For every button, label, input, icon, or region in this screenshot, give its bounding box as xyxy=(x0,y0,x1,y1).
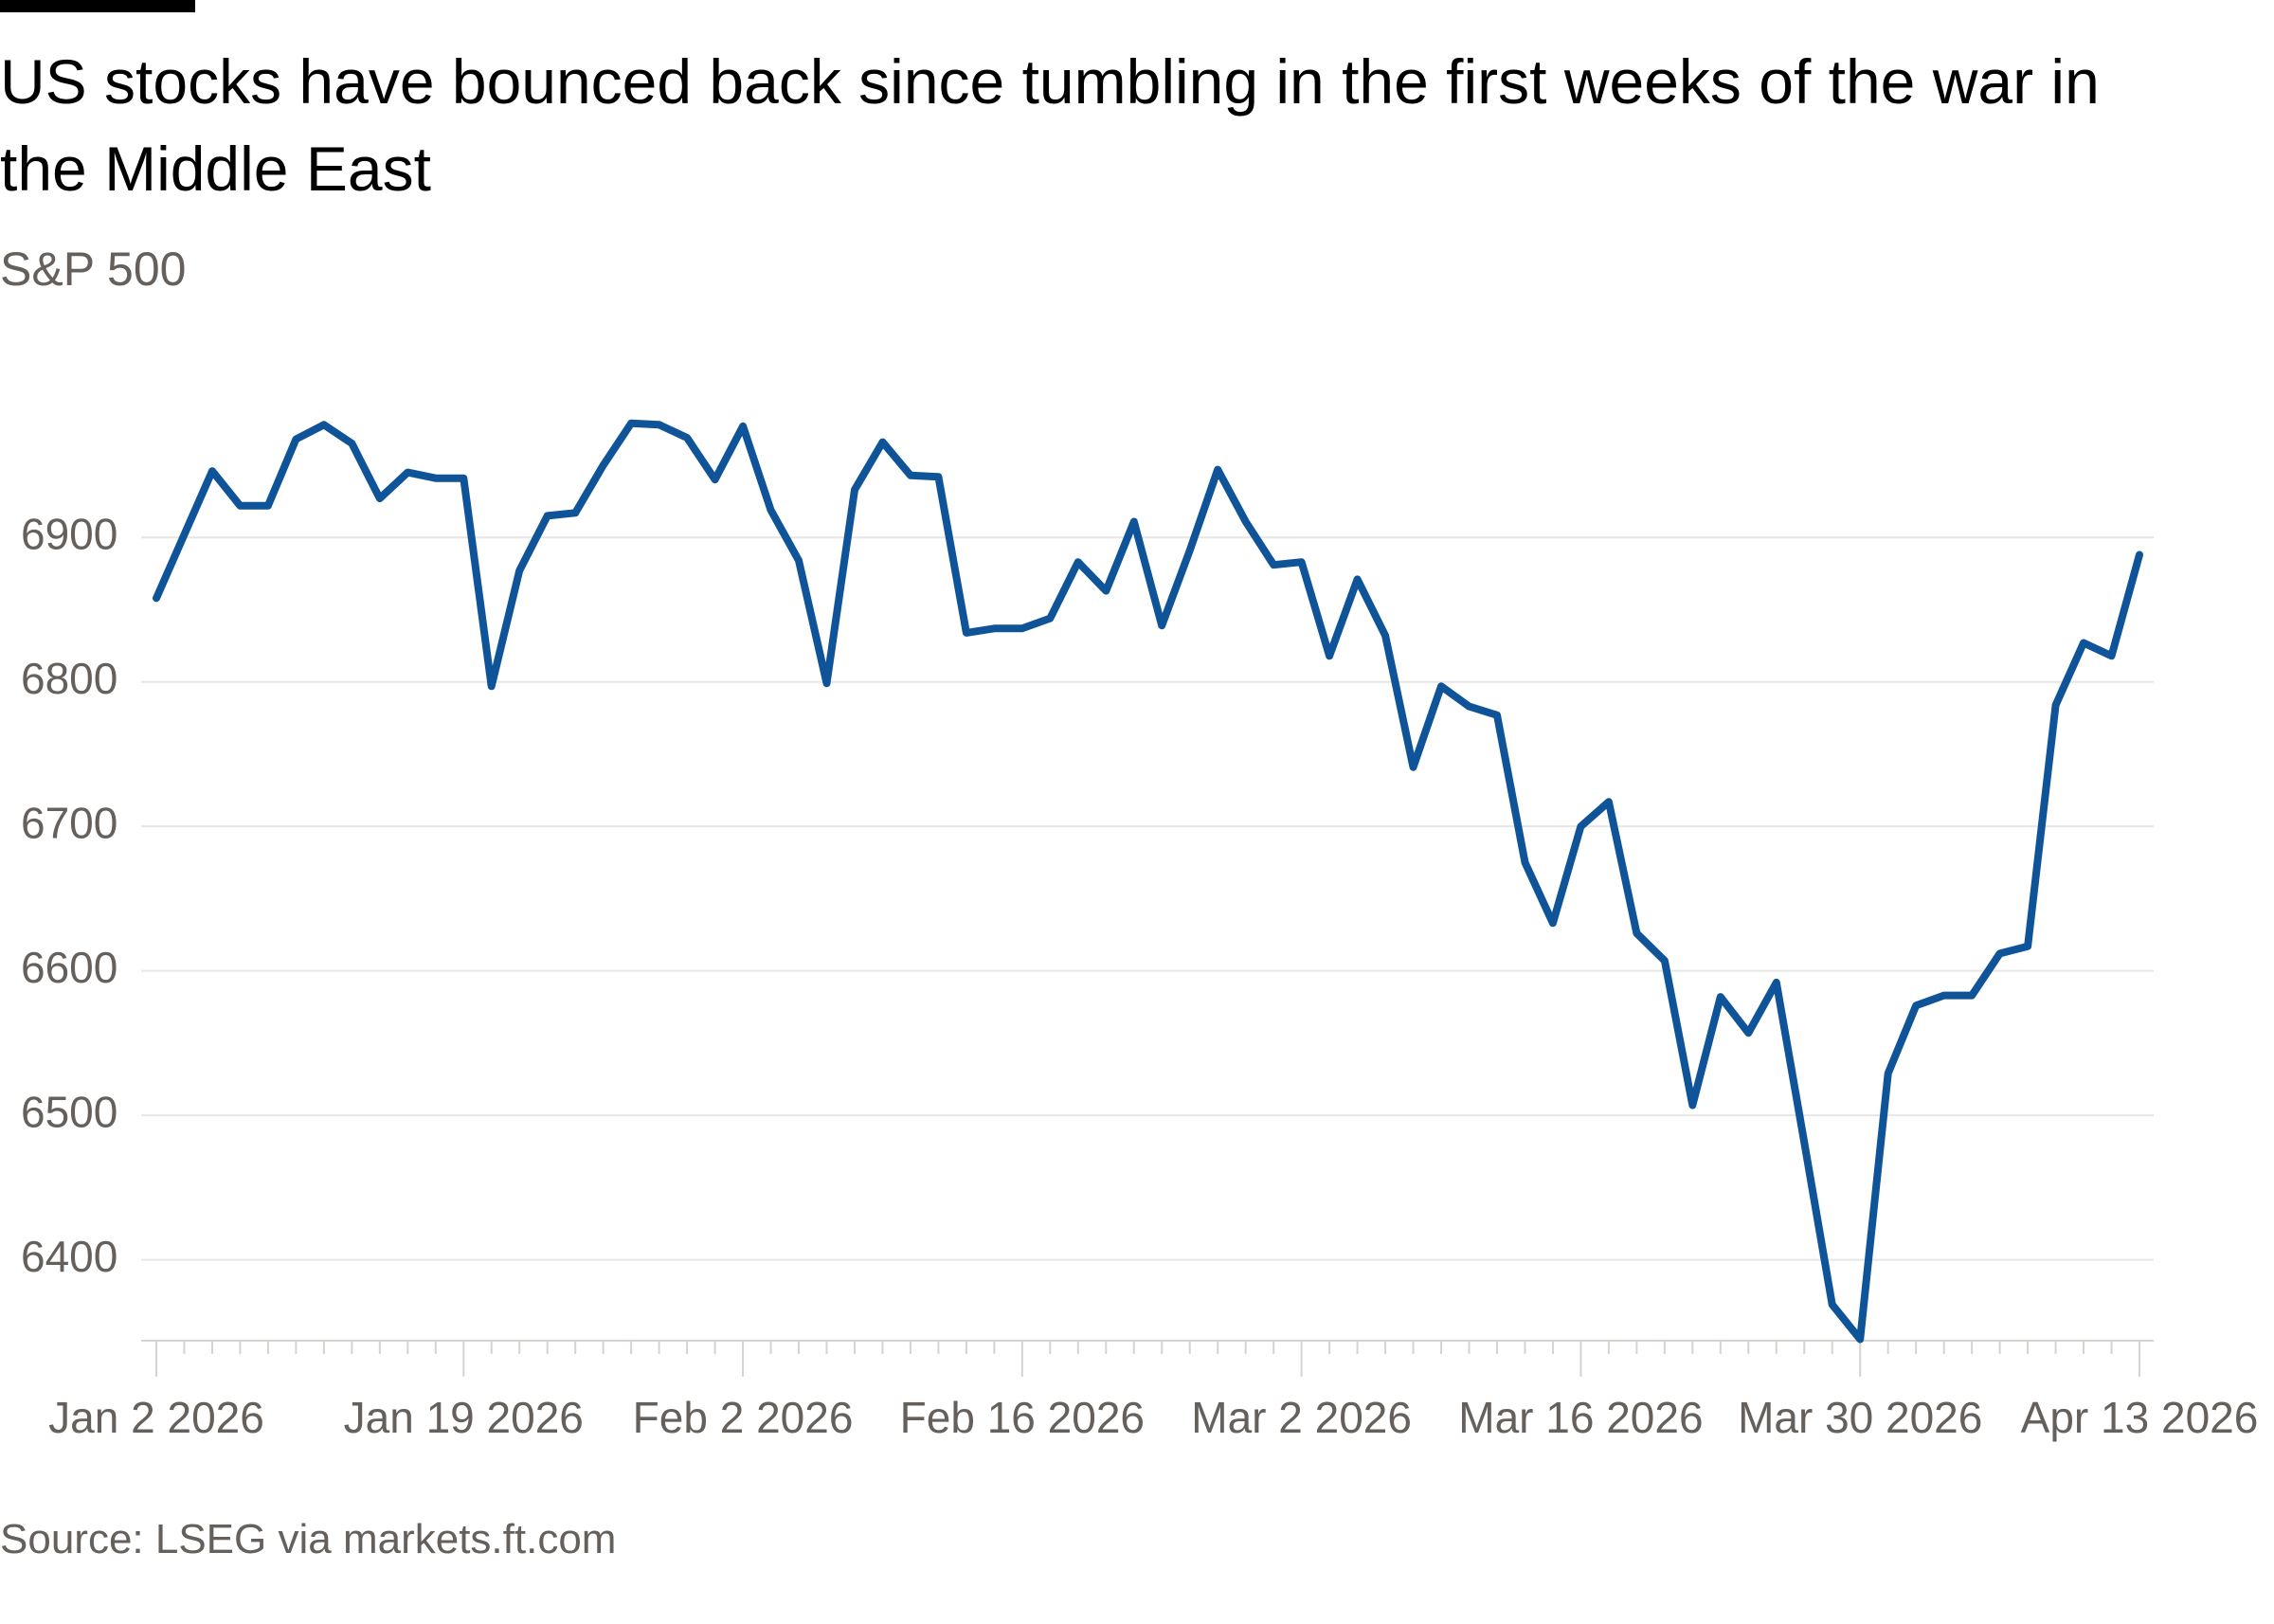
x-tick-label: Apr 13 2026 xyxy=(2021,1393,2259,1442)
y-tick-label: 6800 xyxy=(21,654,117,703)
x-tick-label: Feb 16 2026 xyxy=(900,1393,1145,1442)
x-tick-label: Feb 2 2026 xyxy=(633,1393,854,1442)
y-tick-label: 6600 xyxy=(21,943,117,992)
line-series xyxy=(153,419,2143,1344)
x-tick-label: Mar 30 2026 xyxy=(1738,1393,1982,1442)
y-tick-label: 6400 xyxy=(21,1232,117,1281)
source-note: Source: LSEG via markets.ft.com xyxy=(0,1516,617,1562)
y-tick-label: 6500 xyxy=(21,1087,117,1136)
chart-title: US stocks have bounced back since tumbli… xyxy=(0,46,2100,204)
brand-bar xyxy=(0,0,195,12)
y-tick-label: 6700 xyxy=(21,798,117,847)
x-tick-label: Jan 19 2026 xyxy=(344,1393,584,1442)
chart-subtitle: S&P 500 xyxy=(0,243,187,296)
x-tick-label: Mar 16 2026 xyxy=(1458,1393,1703,1442)
x-tick-label: Jan 2 2026 xyxy=(48,1393,264,1442)
x-tick-label: Mar 2 2026 xyxy=(1191,1393,1412,1442)
y-tick-label: 6900 xyxy=(21,509,117,558)
